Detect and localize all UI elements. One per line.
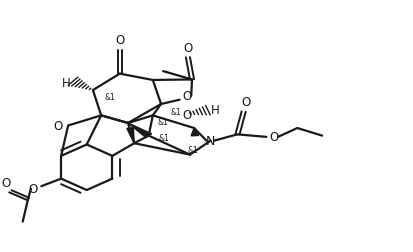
Text: N: N: [206, 135, 215, 148]
Text: &1: &1: [158, 118, 169, 127]
Text: H: H: [210, 103, 219, 116]
Text: O: O: [182, 108, 191, 121]
Text: O: O: [53, 119, 62, 133]
Text: &1: &1: [104, 92, 115, 102]
Text: &1: &1: [170, 107, 181, 116]
Text: O: O: [183, 42, 192, 55]
Text: O: O: [269, 131, 278, 144]
Polygon shape: [191, 129, 199, 136]
Text: &1: &1: [188, 145, 199, 154]
Text: O: O: [2, 176, 11, 189]
Text: O: O: [241, 96, 250, 109]
Polygon shape: [127, 128, 134, 144]
Polygon shape: [128, 123, 152, 138]
Text: H: H: [62, 77, 71, 90]
Text: O: O: [28, 182, 38, 196]
Text: O: O: [183, 90, 192, 103]
Text: &1: &1: [159, 134, 170, 143]
Text: O: O: [115, 34, 124, 47]
